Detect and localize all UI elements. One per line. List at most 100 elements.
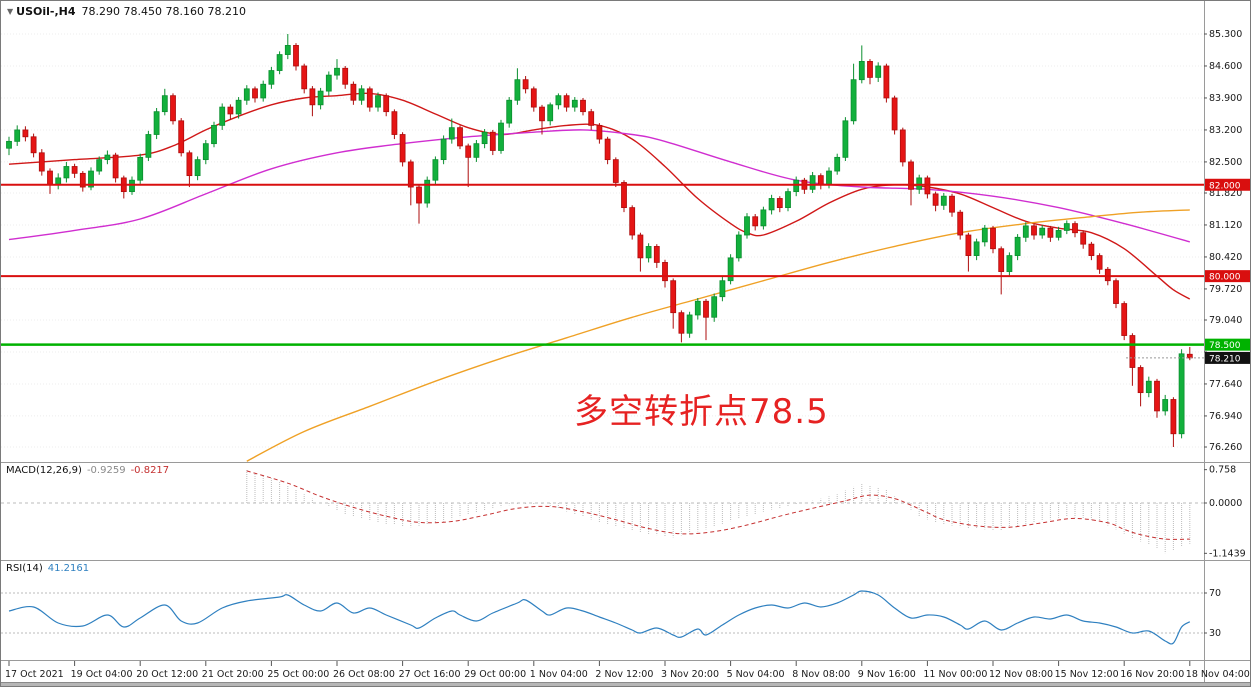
candle — [645, 246, 652, 259]
price-tick-label: 76.260 — [1209, 442, 1242, 453]
rsi-axis[interactable]: 70 30 — [1204, 588, 1221, 639]
candles — [6, 34, 1193, 447]
candle — [776, 198, 783, 209]
candle — [284, 45, 291, 55]
macd-main-value: -0.9259 — [86, 465, 126, 476]
candle — [448, 127, 455, 140]
candle — [96, 159, 103, 172]
macd-axis-label: -1.1439 — [1209, 548, 1246, 559]
candle — [202, 143, 209, 161]
rsi-axis-label: 70 — [1209, 588, 1221, 599]
candle — [604, 138, 611, 161]
candle — [334, 67, 340, 76]
candle — [276, 54, 283, 71]
candle — [38, 152, 45, 172]
candle — [489, 131, 496, 151]
time-axis-label: 12 Nov 08:00 — [989, 669, 1053, 680]
candle — [883, 65, 890, 99]
svg-text:82.000: 82.000 — [1209, 181, 1241, 191]
candle — [965, 234, 972, 256]
time-axis-label: 19 Oct 04:00 — [71, 669, 133, 680]
candle — [981, 227, 988, 243]
candle — [1006, 255, 1013, 272]
candle — [653, 246, 660, 263]
time-axis-label: 2 Nov 12:00 — [595, 669, 653, 680]
time-axis-label: 8 Nov 08:00 — [792, 669, 850, 680]
time-axis-label: 29 Oct 00:00 — [464, 669, 526, 680]
candle — [793, 179, 800, 193]
price-tick-label: 76.940 — [1209, 411, 1242, 422]
candle — [990, 227, 996, 250]
candle — [137, 156, 144, 181]
price-tick-label: 80.420 — [1209, 252, 1242, 263]
candle — [145, 134, 152, 158]
candle — [161, 95, 168, 113]
candle — [399, 134, 406, 163]
horizontal-level-lines[interactable] — [1, 183, 1204, 346]
candle — [670, 280, 677, 314]
macd-axis[interactable]: 0.758 0.0000 -1.1439 — [1204, 465, 1246, 560]
candle — [530, 88, 537, 108]
candle — [834, 156, 841, 172]
candle — [563, 95, 570, 108]
candle — [252, 88, 258, 99]
candle — [539, 106, 545, 122]
candle — [1031, 225, 1037, 236]
candle — [1022, 225, 1029, 238]
candle — [571, 99, 578, 108]
macd-label: MACD(12,26,9) — [6, 465, 82, 476]
collapse-arrow-icon[interactable]: ▼ — [7, 7, 14, 16]
time-axis-label: 20 Oct 12:00 — [136, 669, 198, 680]
candle — [243, 88, 250, 101]
candle — [785, 191, 791, 209]
candle — [1154, 380, 1160, 412]
candle — [317, 90, 324, 106]
candle — [916, 177, 923, 190]
candle — [63, 166, 70, 179]
svg-text:78.500: 78.500 — [1209, 341, 1241, 351]
candle — [1072, 223, 1078, 234]
candle — [465, 145, 472, 158]
price-tick-label: 83.200 — [1209, 125, 1242, 136]
time-axis-label: 26 Oct 08:00 — [333, 669, 395, 680]
candle — [186, 152, 193, 177]
candle — [79, 172, 86, 188]
rsi-panel — [1, 590, 1204, 645]
rsi-axis-label: 30 — [1209, 628, 1221, 639]
time-axis[interactable]: 17 Oct 2021 19 Oct 04:00 20 Oct 12:00 21 Oc… — [5, 661, 1250, 680]
candle — [1121, 303, 1128, 336]
candle — [1104, 268, 1111, 282]
candle — [506, 99, 513, 124]
candle — [1080, 232, 1087, 245]
candle — [1014, 236, 1021, 256]
time-axis-label: 15 Nov 12:00 — [1055, 669, 1119, 680]
candle — [662, 262, 668, 282]
candle — [867, 61, 873, 78]
candle — [473, 143, 480, 158]
candle — [235, 99, 242, 115]
candle — [391, 111, 398, 135]
candle — [727, 257, 734, 282]
candle — [891, 97, 898, 131]
candle — [678, 312, 685, 334]
price-tick-label: 85.300 — [1209, 29, 1242, 40]
price-tick-label: 77.640 — [1209, 379, 1242, 390]
candle — [153, 111, 160, 135]
candle — [842, 120, 849, 158]
candle — [555, 95, 562, 106]
candle — [88, 170, 94, 188]
price-axis[interactable]: 85.300 84.600 83.900 83.200 82.500 81.820 81.1… — [1204, 29, 1251, 453]
candle — [744, 216, 750, 236]
candle — [752, 216, 759, 227]
time-axis-label: 21 Oct 20:00 — [202, 669, 264, 680]
hline-price-badge — [1205, 338, 1250, 351]
svg-text:80.000: 80.000 — [1209, 273, 1241, 283]
rsi-line — [8, 590, 1191, 645]
hline-price-badge — [1205, 178, 1250, 191]
candle — [309, 88, 316, 106]
candle — [1113, 280, 1119, 304]
candle — [596, 124, 603, 140]
